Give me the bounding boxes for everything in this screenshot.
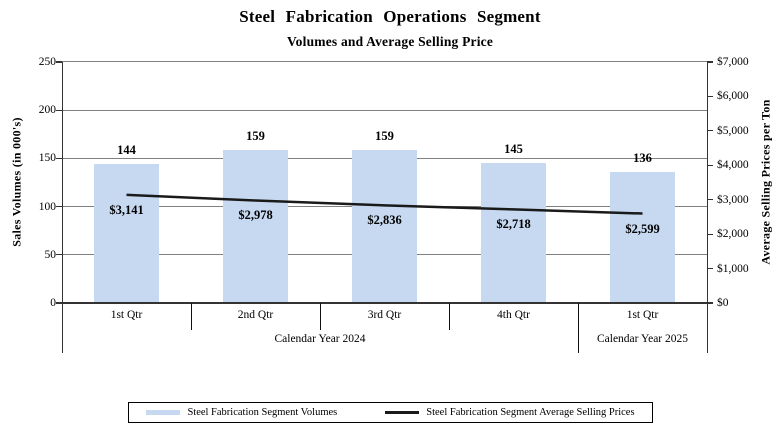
left-axis-tick <box>56 302 62 304</box>
right-axis-tick <box>707 199 713 201</box>
right-axis-tick-label: $1,000 <box>717 262 749 275</box>
legend: Steel Fabrication Segment Volumes Steel … <box>128 402 653 423</box>
left-axis-tick-label: 100 <box>38 200 56 213</box>
gridline <box>62 61 707 63</box>
bar-value-label: 159 <box>375 128 394 143</box>
right-axis-tick-label: $4,000 <box>717 159 749 172</box>
right-axis-tick-label: $5,000 <box>717 124 749 137</box>
right-axis-tick <box>707 95 713 98</box>
chart-subtitle: Volumes and Average Selling Price <box>286 34 494 49</box>
bar-value-label: 144 <box>117 143 136 158</box>
left-axis-tick-label: 0 <box>50 297 56 309</box>
right-axis-tick <box>707 164 713 166</box>
left-axis-tick-label: 150 <box>38 152 56 165</box>
category-separator <box>191 303 192 330</box>
legend-label: Steel Fabrication Segment Average Sellin… <box>426 407 635 418</box>
price-value-label: $2,599 <box>625 221 660 236</box>
right-axis-tick-label: $2,000 <box>717 228 749 241</box>
bar-value-label: 145 <box>504 142 523 157</box>
gridline <box>62 109 707 111</box>
right-axis-tick-label: $3,000 <box>717 193 749 206</box>
right-axis-tick-label: $7,000 <box>717 56 749 68</box>
x-axis-line <box>62 302 708 304</box>
left-axis-tick <box>56 206 62 208</box>
category-separator <box>449 303 450 330</box>
left-axis-tick <box>56 157 62 159</box>
category-group-label: Calendar Year 2024 <box>274 333 366 345</box>
bar-value-label: 159 <box>246 128 265 143</box>
category-separator <box>320 303 321 330</box>
price-value-label: $3,141 <box>109 202 144 217</box>
price-value-label: $2,836 <box>367 213 402 228</box>
price-value-label: $2,978 <box>238 208 273 223</box>
category-label: 3rd Qtr <box>367 309 402 321</box>
legend-item-volumes: Steel Fabrication Segment Volumes <box>146 407 337 418</box>
category-label: 2nd Qtr <box>237 309 274 321</box>
bar-value-label: 136 <box>633 150 652 165</box>
bar-swatch-icon <box>146 410 181 415</box>
price-value-label: $2,718 <box>496 217 531 232</box>
bar <box>94 164 159 303</box>
chart-title: Steel Fabrication Operations Segment <box>239 7 541 26</box>
right-axis-tick <box>707 267 713 270</box>
left-axis-tick-label: 50 <box>44 248 57 261</box>
right-axis-tick-label: $6,000 <box>717 90 749 103</box>
price-line-series <box>126 193 643 215</box>
bar <box>352 149 417 303</box>
right-axis-tick <box>707 233 713 235</box>
line-swatch-icon <box>385 411 420 414</box>
left-axis-tick <box>56 61 62 63</box>
right-axis-tick-label: $0 <box>717 297 729 309</box>
legend-label: Steel Fabrication Segment Volumes <box>187 407 338 418</box>
left-axis-tick <box>56 254 62 256</box>
left-axis-line <box>62 62 64 353</box>
category-separator <box>578 303 579 353</box>
right-axis-line <box>707 62 709 353</box>
category-label: 1st Qtr <box>110 309 143 321</box>
left-axis-tick-label: 200 <box>38 104 56 117</box>
category-group-label: Calendar Year 2025 <box>596 333 689 345</box>
left-axis-tick <box>56 109 62 111</box>
left-axis-tick-label: 250 <box>38 56 56 68</box>
bar <box>610 171 675 303</box>
price-line <box>126 193 643 215</box>
legend-item-prices: Steel Fabrication Segment Average Sellin… <box>385 407 635 418</box>
right-axis-tick <box>707 61 713 63</box>
right-axis-tick <box>707 302 713 304</box>
right-axis-tick <box>707 130 713 132</box>
bar <box>481 163 546 303</box>
category-label: 1st Qtr <box>626 309 659 321</box>
category-label: 4th Qtr <box>497 309 530 321</box>
bar <box>223 149 288 303</box>
